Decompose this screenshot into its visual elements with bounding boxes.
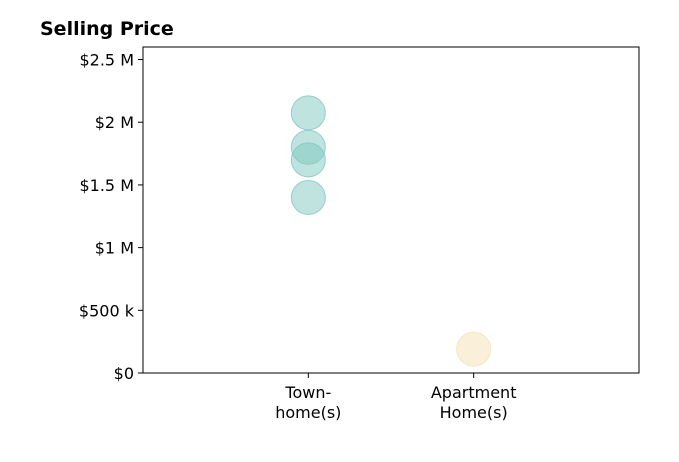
y-tick-label: $1 M xyxy=(95,239,134,258)
data-point xyxy=(290,179,326,215)
y-tick-label: $500 k xyxy=(79,301,135,320)
data-point xyxy=(456,331,492,367)
x-tick-label: Home(s) xyxy=(440,403,508,422)
data-point xyxy=(290,142,326,178)
y-axis: $0 $500 k $1 M $1.5 M $2 M $2.5 M xyxy=(79,51,143,383)
y-tick-label: $2 M xyxy=(95,113,134,132)
y-tick-label: $0 xyxy=(114,364,134,383)
x-tick-label: Apartment xyxy=(431,383,517,402)
data-points xyxy=(290,95,492,367)
y-tick-label: $2.5 M xyxy=(79,51,134,70)
chart-title: Selling Price xyxy=(40,18,174,40)
x-tick-label: Town- xyxy=(284,383,331,402)
plot-frame xyxy=(142,46,640,374)
data-point xyxy=(290,95,326,131)
x-tick-label: home(s) xyxy=(275,403,341,422)
y-tick-label: $1.5 M xyxy=(79,176,134,195)
